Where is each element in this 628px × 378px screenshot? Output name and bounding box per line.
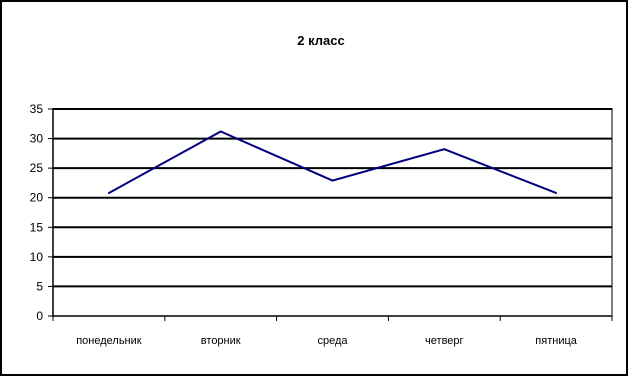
y-tick-label: 20: [30, 191, 44, 205]
data-point-среда: [331, 179, 334, 182]
data-point-четверг: [443, 148, 446, 151]
chart-title: 2 класс: [297, 33, 344, 48]
series-line: [108, 130, 557, 194]
x-tick-label: понедельник: [76, 335, 142, 347]
y-tick-label: 0: [36, 309, 43, 323]
y-tick-label: 10: [30, 250, 44, 264]
plot-area: [52, 108, 613, 317]
data-point-пятница: [555, 191, 558, 194]
x-tick-label: пятница: [535, 335, 577, 347]
gridlines: [52, 108, 613, 317]
data-point-понедельник: [107, 191, 110, 194]
y-tick-label: 5: [36, 279, 43, 293]
y-tick-label: 30: [30, 132, 44, 146]
data-point-вторник: [219, 130, 222, 133]
y-tick-labels: 0 5 10 15 20 25 30 35: [30, 102, 44, 323]
x-tick-label: вторник: [201, 335, 241, 347]
series-layer: [107, 130, 558, 194]
y-tick-label: 15: [30, 220, 44, 234]
x-tick-labels: понедельник вторник среда четверг пятница: [76, 335, 578, 347]
axes: [48, 108, 613, 321]
y-tick-label: 35: [30, 102, 44, 116]
x-tick-label: среда: [317, 335, 348, 347]
y-tick-label: 25: [30, 161, 44, 175]
x-tick-label: четверг: [425, 335, 464, 347]
